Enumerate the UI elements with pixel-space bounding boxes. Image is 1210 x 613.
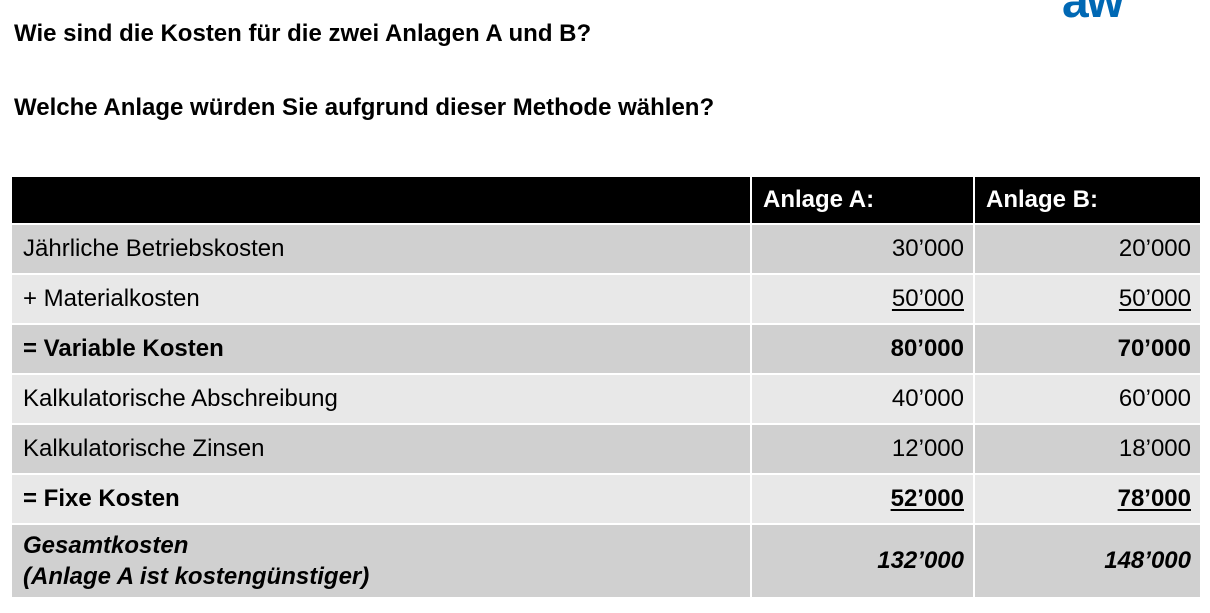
table-row: Jährliche Betriebskosten 30’000 20’000 [12,225,1200,275]
value-text: 78’000 [1117,485,1191,512]
row-label: Kalkulatorische Abschreibung [12,375,752,425]
value-anlage-b: 148’000 [975,525,1200,599]
value-anlage-a: 12’000 [752,425,975,475]
value-anlage-b: 70’000 [975,325,1200,375]
value-anlage-a: 132’000 [752,525,975,599]
value-anlage-a: 80’000 [752,325,975,375]
value-anlage-b: 50’000 [975,275,1200,325]
value-anlage-b: 20’000 [975,225,1200,275]
value-anlage-a: 52’000 [752,475,975,525]
row-label: Kalkulatorische Zinsen [12,425,752,475]
value-anlage-b: 18’000 [975,425,1200,475]
logo: aw [1062,0,1124,28]
value-text: 50’000 [891,285,964,312]
cost-comparison-table: Anlage A: Anlage B: Jährliche Betriebsko… [12,177,1200,599]
total-sublabel: (Anlage A ist kostengünstiger) [23,563,370,590]
header-label [12,177,752,225]
row-label: Jährliche Betriebskosten [12,225,752,275]
question-choice: Welche Anlage würden Sie aufgrund dieser… [14,94,715,121]
table-row-total: Gesamtkosten (Anlage A ist kostengünstig… [12,525,1200,599]
question-costs: Wie sind die Kosten für die zwei Anlagen… [14,20,592,47]
value-text: 50’000 [1118,285,1191,312]
table-row: + Materialkosten 50’000 50’000 [12,275,1200,325]
table-row: = Fixe Kosten 52’000 78’000 [12,475,1200,525]
value-anlage-a: 40’000 [752,375,975,425]
row-label: Gesamtkosten (Anlage A ist kostengünstig… [12,525,752,599]
value-anlage-a: 50’000 [752,275,975,325]
row-label: = Fixe Kosten [12,475,752,525]
header-anlage-a: Anlage A: [752,177,975,225]
row-label: + Materialkosten [12,275,752,325]
table-header-row: Anlage A: Anlage B: [12,177,1200,225]
header-anlage-b: Anlage B: [975,177,1200,225]
value-text: 52’000 [890,485,964,512]
table-row: = Variable Kosten 80’000 70’000 [12,325,1200,375]
row-label: = Variable Kosten [12,325,752,375]
value-anlage-b: 78’000 [975,475,1200,525]
table-row: Kalkulatorische Abschreibung 40’000 60’0… [12,375,1200,425]
table-row: Kalkulatorische Zinsen 12’000 18’000 [12,425,1200,475]
total-label: Gesamtkosten [23,531,189,559]
value-anlage-a: 30’000 [752,225,975,275]
value-anlage-b: 60’000 [975,375,1200,425]
